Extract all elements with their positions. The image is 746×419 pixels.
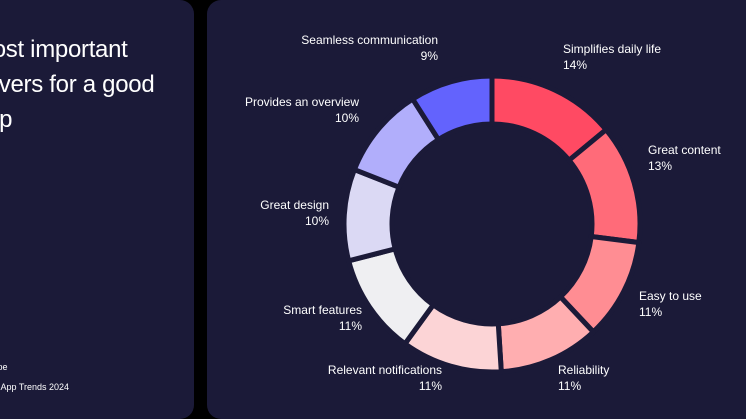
footer-text: Mobile App Trends 2024	[0, 382, 70, 392]
slice-label: Relevant notifications	[328, 363, 442, 377]
page-title: Most important drivers for a good app	[0, 36, 155, 133]
slice-label: Smart features	[283, 303, 362, 317]
slice-label: Reliability	[558, 363, 609, 377]
slice-value-label: 11%	[419, 379, 442, 393]
donut-slices	[341, 73, 643, 375]
slice-value-label: 10%	[335, 111, 359, 125]
slice-value-label: 13%	[648, 159, 672, 173]
slice-label: Great content	[648, 143, 721, 157]
slice-seamless-communication	[410, 73, 495, 143]
brand-name: shape	[0, 362, 8, 372]
slice-value-label: 11%	[558, 379, 581, 393]
slice-value-label: 11%	[639, 305, 662, 319]
slice-value-label: 14%	[563, 58, 587, 72]
slice-label: Seamless communication	[301, 33, 438, 47]
slice-label: Easy to use	[639, 289, 702, 303]
slice-value-label: 9%	[421, 49, 439, 63]
donut-labels: Simplifies daily life 14% Great content 13%…	[245, 33, 721, 393]
brand-logo: shape	[0, 362, 8, 372]
title-card: Most important drivers for a good app sh…	[0, 0, 194, 419]
slice-label: Simplifies daily life	[563, 42, 661, 56]
slice-label: Provides an overview	[245, 95, 359, 109]
slice-label: Great design	[260, 198, 329, 212]
slice-value-label: 11%	[339, 319, 362, 333]
slice-value-label: 10%	[305, 214, 329, 228]
